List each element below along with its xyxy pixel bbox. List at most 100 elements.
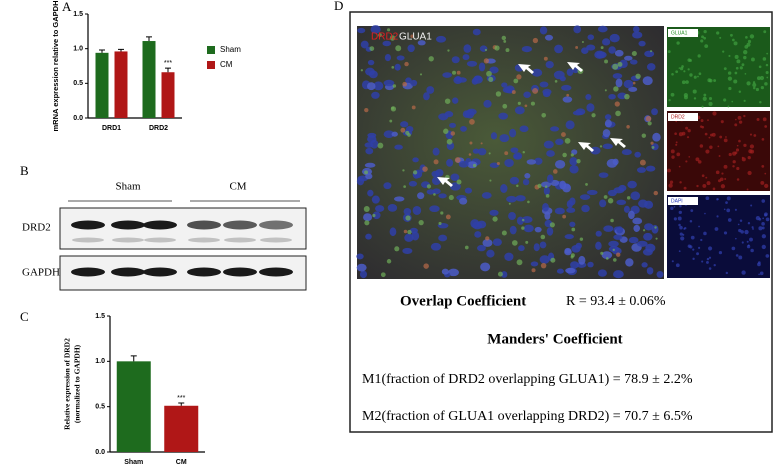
nucleus: [486, 249, 495, 258]
signal: [433, 159, 439, 165]
texture-dot: [679, 66, 684, 71]
texture-dot: [735, 118, 737, 121]
signal: [612, 258, 617, 262]
signal: [541, 112, 547, 118]
signal: [469, 141, 473, 145]
signal: [438, 221, 442, 226]
texture-dot: [752, 228, 754, 230]
signal: [433, 193, 436, 196]
signal: [570, 255, 574, 259]
texture-dot: [704, 132, 708, 136]
nucleus: [410, 79, 418, 87]
texture-dot: [697, 75, 699, 78]
nucleus: [508, 212, 516, 221]
texture-dot: [766, 52, 769, 55]
signal: [464, 245, 469, 250]
texture-dot: [670, 206, 674, 211]
nucleus: [375, 205, 385, 212]
signal: [469, 119, 475, 125]
nucleus: [614, 49, 624, 57]
nucleus: [391, 131, 398, 137]
texture-dot: [693, 97, 697, 100]
texture-dot: [673, 217, 677, 221]
texture-dot: [743, 99, 746, 102]
signal: [516, 74, 522, 80]
texture-dot: [701, 260, 704, 263]
signal: [643, 229, 646, 232]
x-tick-label: DRD1: [102, 125, 121, 132]
texture-dot: [736, 166, 740, 171]
texture-dot: [714, 227, 719, 231]
signal: [444, 98, 451, 104]
signal: [495, 91, 502, 97]
texture-dot: [719, 135, 723, 139]
texture-dot: [759, 271, 764, 276]
nucleus: [616, 226, 624, 234]
nucleus: [608, 93, 616, 100]
texture-dot: [735, 254, 739, 257]
nucleus: [412, 157, 419, 163]
texture-dot: [735, 237, 737, 240]
texture-dot: [675, 143, 678, 146]
texture-dot: [745, 36, 748, 39]
signal: [554, 80, 558, 83]
signal: [446, 138, 453, 145]
signal: [428, 56, 434, 62]
signal: [591, 113, 596, 118]
nucleus: [630, 191, 641, 201]
nucleus: [632, 26, 640, 33]
signal: [566, 93, 570, 97]
error-bar: [118, 48, 124, 52]
nucleus: [546, 227, 554, 236]
texture-dot: [667, 50, 671, 53]
texture-dot: [682, 233, 685, 236]
nucleus: [570, 261, 579, 269]
nucleus: [438, 234, 448, 242]
texture-dot: [747, 39, 752, 44]
texture-dot: [708, 246, 713, 251]
signal: [443, 128, 449, 134]
nucleus: [569, 164, 579, 174]
texture-dot: [761, 226, 765, 230]
texture-dot: [735, 148, 740, 152]
signal: [540, 234, 546, 240]
blot-bands: [71, 220, 293, 277]
nucleus: [595, 230, 602, 237]
channel-label: GLUA1: [671, 30, 688, 36]
nucleus: [383, 182, 392, 190]
signal: [410, 34, 414, 39]
texture-dot: [725, 201, 728, 205]
texture-dot: [706, 181, 711, 186]
signal: [585, 183, 588, 186]
band: [143, 267, 177, 277]
texture-dot: [762, 217, 765, 220]
texture-dot: [764, 183, 769, 188]
blot-group: CM: [229, 181, 246, 193]
texture-dot: [725, 271, 729, 275]
texture-dot: [765, 254, 770, 258]
texture-dot: [727, 218, 732, 222]
overlap-value: R = 93.4 ± 0.06%: [566, 294, 666, 309]
nucleus: [489, 162, 499, 168]
texture-dot: [761, 234, 767, 239]
texture-dot: [713, 263, 716, 267]
texture-dot: [685, 160, 688, 163]
nucleus: [480, 262, 491, 272]
nucleus: [501, 271, 508, 278]
texture-dot: [728, 54, 731, 58]
nucleus: [543, 140, 554, 149]
nucleus: [616, 199, 627, 205]
texture-dot: [737, 223, 740, 226]
signal: [530, 101, 535, 106]
signal: [521, 226, 525, 230]
signal: [440, 211, 444, 215]
nucleus: [612, 73, 623, 79]
manders-m1: M1(fraction of DRD2 overlapping GLUA1) =…: [362, 372, 693, 387]
nucleus: [453, 76, 463, 85]
texture-dot: [712, 187, 716, 191]
signal: [395, 45, 402, 52]
texture-dot: [692, 248, 695, 251]
texture-dot: [687, 68, 690, 71]
texture-dot: [764, 82, 768, 86]
signal: [447, 49, 450, 52]
